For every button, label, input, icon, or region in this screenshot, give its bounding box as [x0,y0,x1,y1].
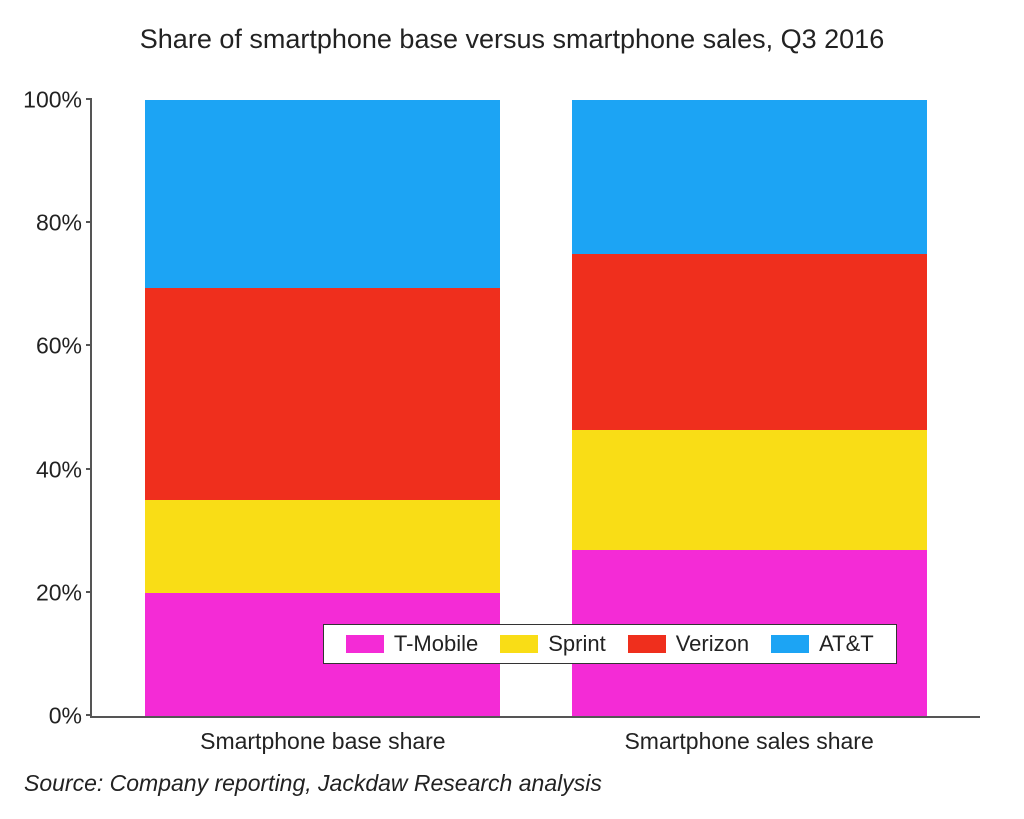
legend-item-at-t: AT&T [771,631,874,657]
y-tick-mark [86,344,92,346]
bar-segment-verizon [145,288,500,501]
y-tick-label: 0% [49,703,92,730]
y-tick-label: 20% [36,579,92,606]
legend-swatch [628,635,666,653]
chart-container: Share of smartphone base versus smartpho… [0,0,1024,819]
legend: T-Mobile Sprint Verizon AT&T [323,624,897,664]
legend-item-verizon: Verizon [628,631,749,657]
bar-segment-sprint [145,500,500,592]
x-category-label: Smartphone base share [145,716,500,755]
chart-title: Share of smartphone base versus smartpho… [0,24,1024,55]
x-category-label: Smartphone sales share [572,716,927,755]
legend-label: Verizon [676,631,749,657]
y-tick-mark [86,714,92,716]
legend-swatch [346,635,384,653]
legend-label: T-Mobile [394,631,478,657]
bar-segment-verizon [572,254,927,430]
source-note: Source: Company reporting, Jackdaw Resea… [24,770,602,797]
legend-label: AT&T [819,631,874,657]
y-tick-label: 80% [36,210,92,237]
legend-item-t-mobile: T-Mobile [346,631,478,657]
plot-area: 0%20%40%60%80%100%Smartphone base shareS… [90,100,980,718]
legend-swatch [771,635,809,653]
y-tick-mark [86,221,92,223]
bar-segment-sprint [572,430,927,550]
bar-segment-at-t [572,100,927,254]
y-tick-label: 100% [23,87,92,114]
y-tick-mark [86,468,92,470]
bar-segment-at-t [145,100,500,288]
legend-label: Sprint [548,631,605,657]
y-tick-label: 60% [36,333,92,360]
y-tick-mark [86,591,92,593]
y-tick-label: 40% [36,456,92,483]
y-tick-mark [86,98,92,100]
legend-swatch [500,635,538,653]
legend-item-sprint: Sprint [500,631,605,657]
